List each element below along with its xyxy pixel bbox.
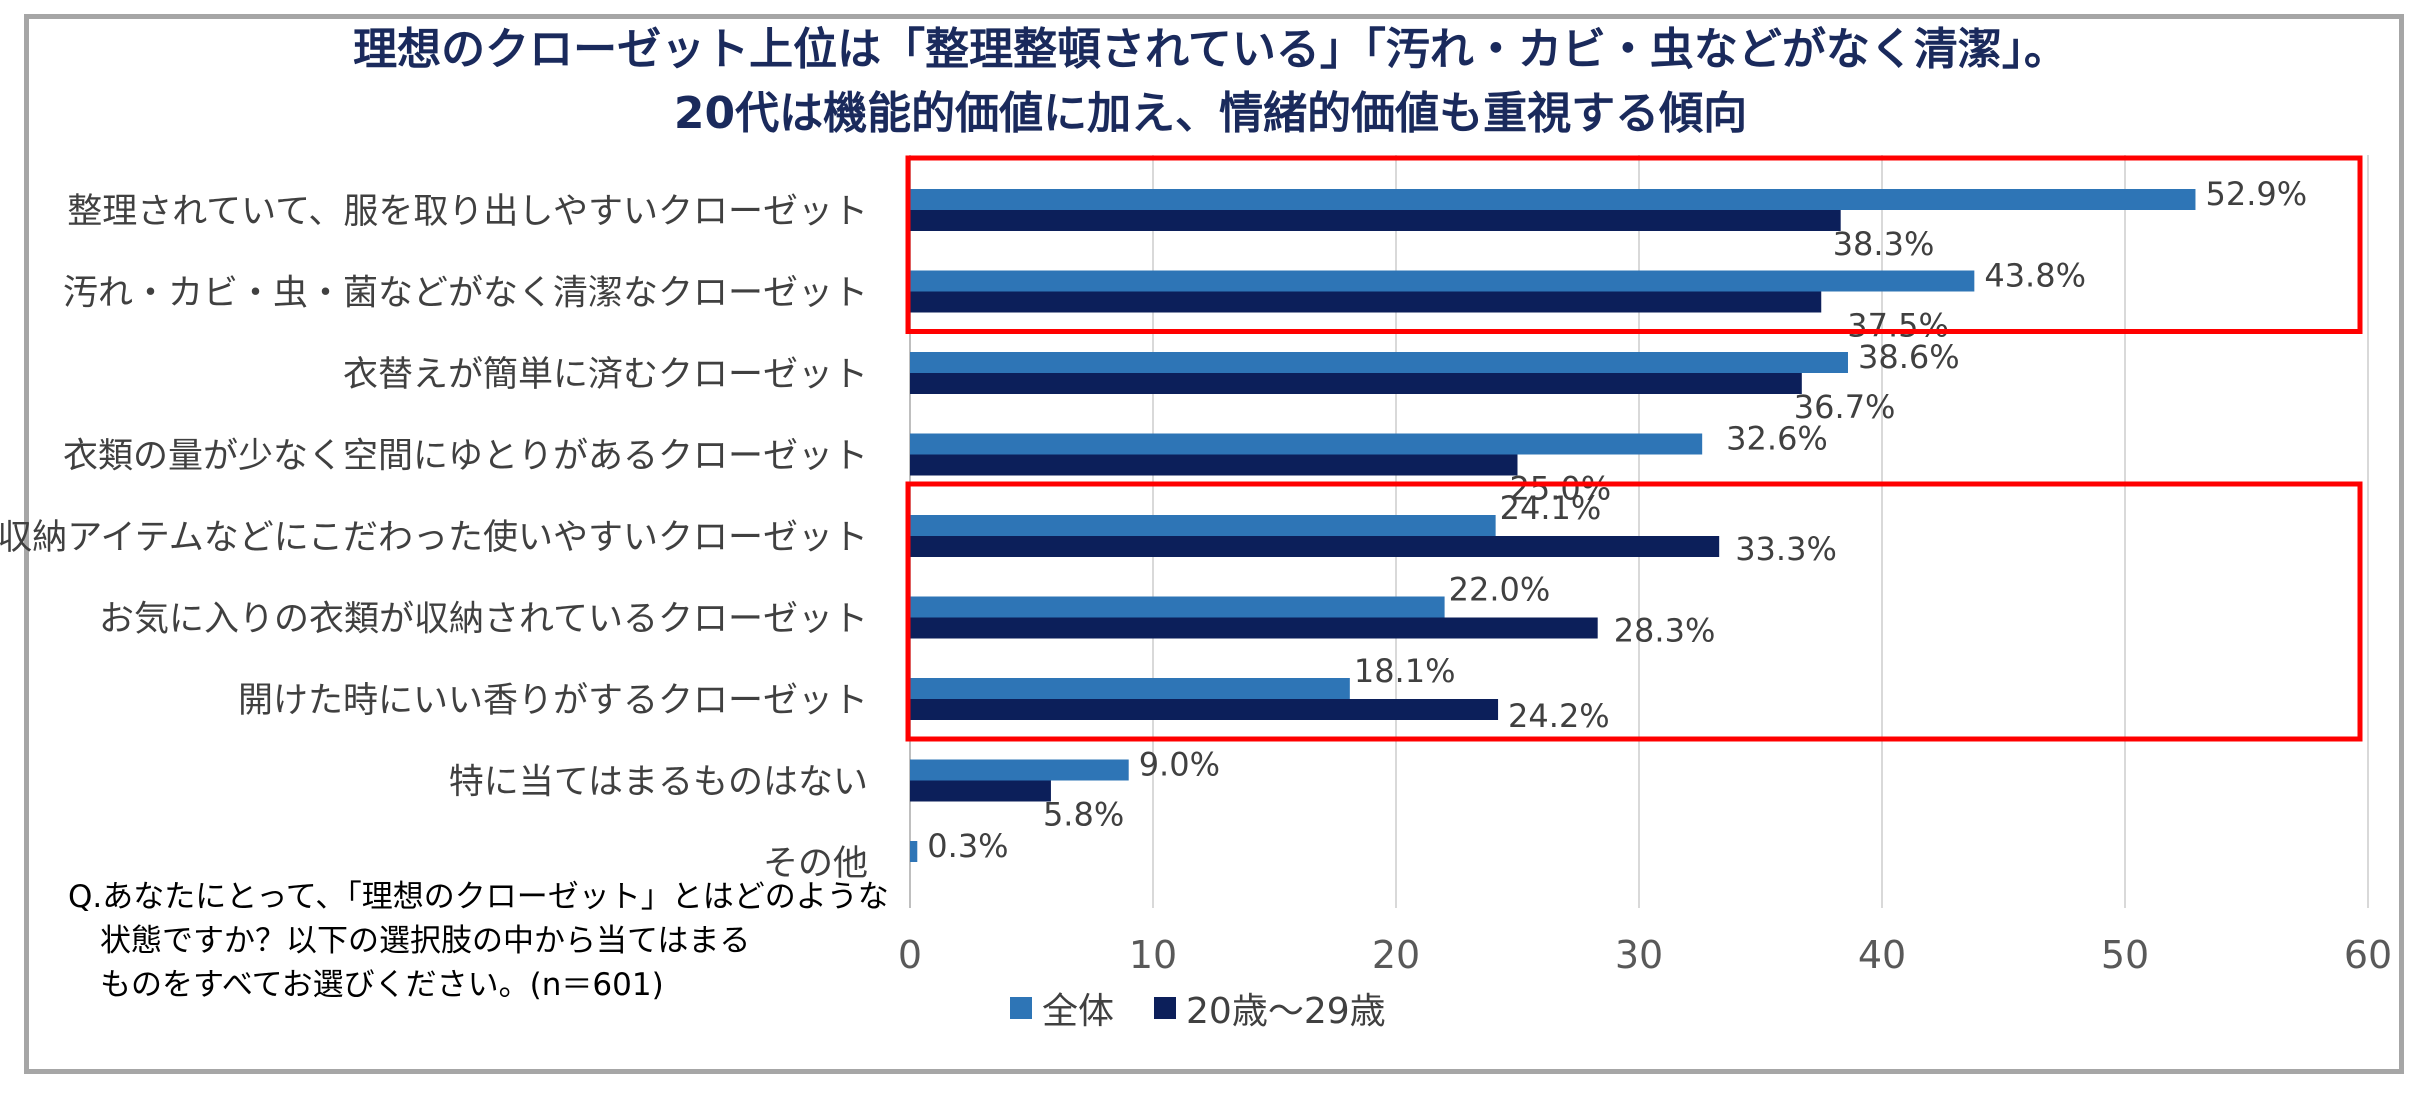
x-tick-label: 50 — [2101, 933, 2149, 977]
category-label: 衣替えが簡単に済むクローゼット — [343, 355, 868, 395]
data-label: 38.6% — [1858, 338, 1960, 376]
data-label: 43.8% — [1984, 257, 2086, 295]
bar-all — [910, 515, 1496, 536]
chart-title-line-1: 理想のクローゼット上位は「整理整頓されている」「汚れ・カビ・虫などがなく清潔」。 — [353, 24, 2068, 75]
data-label: 25.0% — [1510, 470, 1612, 508]
data-label: 32.6% — [1726, 420, 1828, 458]
data-label: 24.2% — [1508, 697, 1610, 735]
question-line-3: ものをすべてお選びください。(n＝601) — [100, 967, 664, 1003]
bar-all — [910, 189, 2196, 210]
bar-20s — [910, 373, 1802, 394]
category-label: その他 — [763, 844, 868, 884]
data-label: 33.3% — [1735, 530, 1837, 568]
bar-all — [910, 759, 1129, 781]
bar-20s — [910, 454, 1518, 476]
data-label: 18.1% — [1354, 652, 1456, 690]
bar-all — [910, 841, 918, 862]
legend-label-20s: 20歳～29歳 — [1186, 991, 1386, 1032]
data-label: 0.3% — [927, 827, 1008, 865]
category-label: 整理されていて、服を取り出しやすいクローゼット — [67, 192, 868, 232]
x-tick-label: 30 — [1615, 933, 1663, 977]
data-label: 36.7% — [1794, 388, 1896, 426]
data-label: 38.3% — [1833, 225, 1935, 263]
data-label: 28.3% — [1614, 612, 1716, 650]
chart-legend: 全体 20歳～29歳 — [1010, 982, 1426, 1034]
bar-20s — [910, 699, 1499, 720]
data-label: 24.1% — [1500, 489, 1602, 527]
legend-swatch-20s — [1154, 997, 1177, 1019]
data-label: 52.9% — [2205, 175, 2307, 213]
x-tick-label: 10 — [1129, 933, 1177, 977]
bar-all — [910, 352, 1848, 373]
bar-all — [910, 678, 1350, 699]
bar-20s — [910, 536, 1720, 557]
legend-label-all: 全体 — [1042, 991, 1115, 1032]
category-label: 汚れ・カビ・虫・菌などがなく清潔なクローゼット — [63, 274, 868, 314]
chart-title-line-2: 20代は機能的価値に加え、情緒的価値も重視する傾向 — [673, 88, 1748, 139]
category-label: お気に入りの衣類が収納されているクローゼット — [99, 600, 868, 640]
survey-question: Q.あなたにとって、「理想のクローゼット」とはどのような 状態ですか？以下の選択… — [68, 875, 889, 1007]
data-label: 5.8% — [1043, 796, 1124, 834]
bar-all — [910, 596, 1445, 618]
question-line-2: 状態ですか？以下の選択肢の中から当てはまる — [100, 923, 751, 959]
category-label: 収納アイテムなどにこだわった使いやすいクローゼット — [0, 518, 868, 558]
highlight-box — [905, 481, 2363, 742]
legend-item-20s: 20歳～29歳 — [1154, 982, 1386, 1034]
legend-swatch-all — [1010, 997, 1032, 1019]
category-label: 開けた時にいい香りがするクローゼット — [238, 681, 868, 721]
x-tick-label: 60 — [2344, 933, 2392, 977]
bar-20s — [910, 617, 1598, 639]
bar-all — [910, 270, 1975, 292]
bar-20s — [910, 291, 1822, 313]
data-label: 37.5% — [1847, 307, 1949, 345]
bar-all — [910, 433, 1703, 455]
x-tick-label: 40 — [1858, 933, 1906, 977]
data-label: 22.0% — [1449, 571, 1551, 609]
category-label: 衣類の量が少なく空間にゆとりがあるクローゼット — [63, 437, 868, 477]
bar-20s — [910, 780, 1051, 802]
bar-20s — [910, 210, 1841, 231]
question-line-1: Q.あなたにとって、「理想のクローゼット」とはどのような — [68, 879, 889, 915]
data-label: 9.0% — [1139, 746, 1220, 784]
highlight-box — [905, 155, 2363, 334]
x-tick-label: 20 — [1372, 933, 1420, 977]
legend-item-all: 全体 — [1010, 982, 1114, 1034]
x-tick-label: 0 — [898, 933, 922, 977]
category-label: 特に当てはまるものはない — [449, 763, 868, 803]
